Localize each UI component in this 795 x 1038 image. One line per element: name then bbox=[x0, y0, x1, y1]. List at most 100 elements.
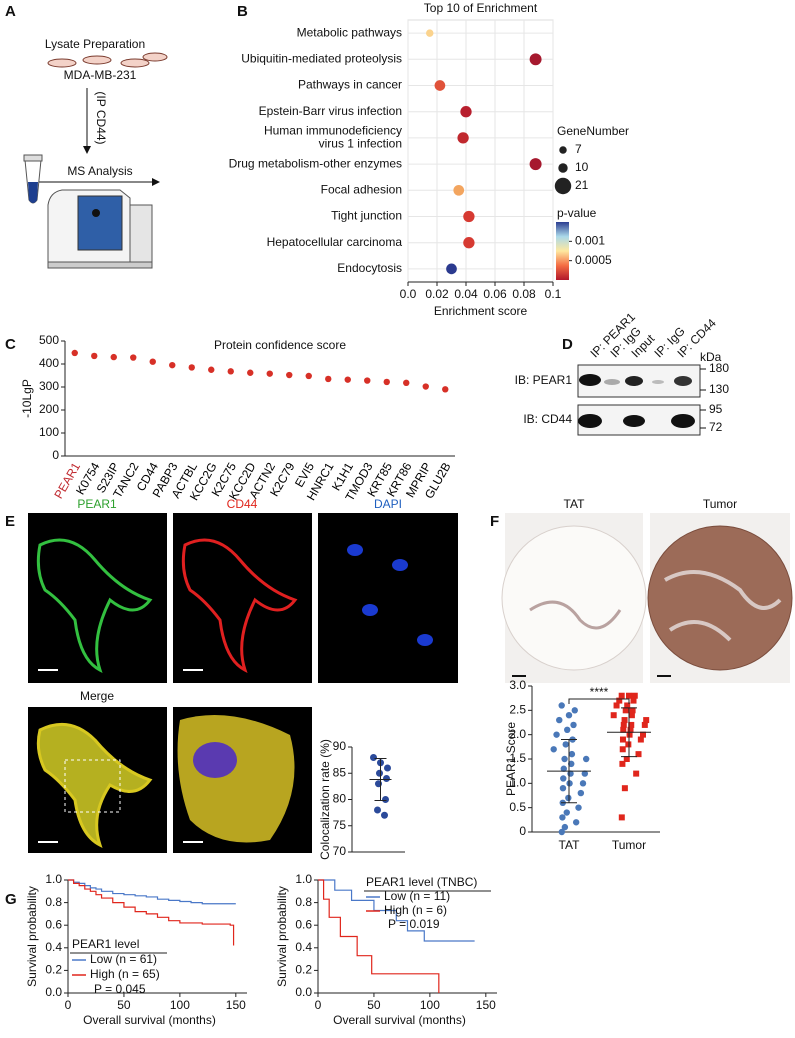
band bbox=[579, 374, 601, 386]
y-axis-label: -10LgP bbox=[20, 379, 34, 418]
chart-title: Top 10 of Enrichment bbox=[424, 1, 538, 15]
bubble bbox=[463, 237, 475, 249]
marker-label: 72 bbox=[709, 420, 723, 434]
point bbox=[626, 692, 632, 699]
bubble bbox=[457, 132, 469, 144]
image-dapi bbox=[318, 513, 458, 683]
tissue-structure bbox=[664, 570, 782, 642]
dot bbox=[91, 352, 98, 360]
text-line: virus 1 infection bbox=[319, 137, 402, 151]
category-label: Drug metabolism-other enzymes bbox=[229, 156, 402, 170]
cell-outline bbox=[36, 722, 153, 848]
point bbox=[572, 819, 580, 826]
schematic-text: MS Analysis bbox=[67, 164, 132, 178]
bubble bbox=[426, 29, 434, 37]
legend-title: p-value bbox=[557, 206, 597, 220]
point bbox=[582, 755, 590, 763]
dot bbox=[149, 358, 156, 365]
y-axis-label: Survival probability bbox=[275, 886, 289, 987]
axes bbox=[531, 686, 660, 833]
category-label: Focal adhesion bbox=[321, 182, 402, 196]
y-tick-label: 0.0 bbox=[295, 985, 312, 999]
marker-label: 95 bbox=[709, 402, 723, 416]
x-axis-label: Enrichment score bbox=[434, 304, 528, 318]
chart-title: Protein confidence score bbox=[214, 338, 346, 352]
point bbox=[562, 741, 569, 748]
error-bar bbox=[374, 758, 387, 802]
text-line: Human immunodeficiency bbox=[264, 123, 402, 137]
point bbox=[575, 804, 582, 811]
cell-zoom bbox=[177, 715, 295, 843]
point bbox=[558, 828, 565, 836]
y-tick-label: 0.5 bbox=[509, 800, 526, 814]
point bbox=[635, 751, 642, 758]
point bbox=[627, 726, 634, 733]
channel-label: PEAR1 bbox=[77, 497, 117, 511]
x-tick-label: 50 bbox=[117, 998, 131, 1012]
axes bbox=[64, 341, 455, 457]
y-tick-label: 75 bbox=[333, 818, 347, 832]
band bbox=[674, 376, 692, 386]
tissue-core bbox=[647, 525, 793, 671]
point bbox=[561, 755, 568, 763]
point bbox=[628, 712, 635, 719]
point bbox=[550, 746, 557, 753]
legend-label: High (n = 65) bbox=[90, 967, 160, 981]
dot bbox=[344, 376, 351, 383]
dot bbox=[110, 353, 117, 361]
point bbox=[630, 697, 637, 704]
x-tick-label: 0.02 bbox=[425, 287, 449, 301]
y-tick-label: 500 bbox=[39, 333, 59, 347]
point bbox=[384, 764, 391, 772]
colorbar-label: 0.0005 bbox=[575, 253, 612, 267]
point bbox=[553, 731, 560, 738]
point bbox=[626, 731, 633, 738]
survival-curve bbox=[318, 879, 440, 993]
x-tick-label: TAT bbox=[559, 838, 581, 852]
y-tick-label: 0.6 bbox=[45, 917, 62, 931]
legend-label: 7 bbox=[575, 142, 582, 156]
legend-size-marker bbox=[558, 163, 568, 173]
bubble bbox=[529, 158, 542, 171]
panel-label: F bbox=[490, 513, 499, 530]
dot bbox=[71, 349, 78, 357]
band bbox=[625, 376, 643, 386]
category-label: Endocytosis bbox=[337, 261, 402, 275]
cell bbox=[142, 52, 168, 62]
category-label: Epstein-Barr virus infection bbox=[259, 104, 402, 118]
bubble bbox=[453, 184, 465, 196]
plot-area bbox=[407, 19, 554, 283]
marker-label: 130 bbox=[709, 382, 729, 396]
band bbox=[623, 415, 645, 427]
point bbox=[382, 796, 389, 803]
point bbox=[620, 721, 627, 728]
y-tick-label: 0.8 bbox=[295, 895, 312, 909]
legend-size-marker bbox=[559, 146, 567, 154]
x-tick-label: 0.0 bbox=[400, 287, 417, 301]
tube-cap bbox=[23, 154, 43, 162]
y-tick-label: 0.4 bbox=[45, 940, 62, 954]
nucleus bbox=[392, 559, 408, 571]
point bbox=[623, 756, 630, 762]
row-label: IB: CD44 bbox=[523, 412, 572, 426]
ihc-label: Tumor bbox=[703, 497, 737, 511]
panel-label: B bbox=[237, 3, 248, 20]
point bbox=[622, 707, 629, 714]
nucleus bbox=[347, 544, 363, 556]
y-tick-label: 0.6 bbox=[295, 917, 312, 931]
panel-label: D bbox=[562, 336, 573, 353]
category-label: Metabolic pathways bbox=[297, 25, 402, 39]
ms-base bbox=[47, 261, 153, 269]
cell bbox=[120, 58, 150, 68]
point bbox=[624, 702, 631, 709]
point bbox=[571, 707, 578, 714]
point bbox=[383, 775, 390, 782]
bubble bbox=[463, 210, 475, 223]
point bbox=[641, 721, 648, 728]
point bbox=[628, 721, 635, 728]
row-label: IB: PEAR1 bbox=[515, 373, 573, 387]
point bbox=[563, 809, 570, 816]
ihc-label: TAT bbox=[564, 497, 586, 511]
point bbox=[568, 760, 575, 768]
significance-bracket bbox=[568, 698, 630, 704]
